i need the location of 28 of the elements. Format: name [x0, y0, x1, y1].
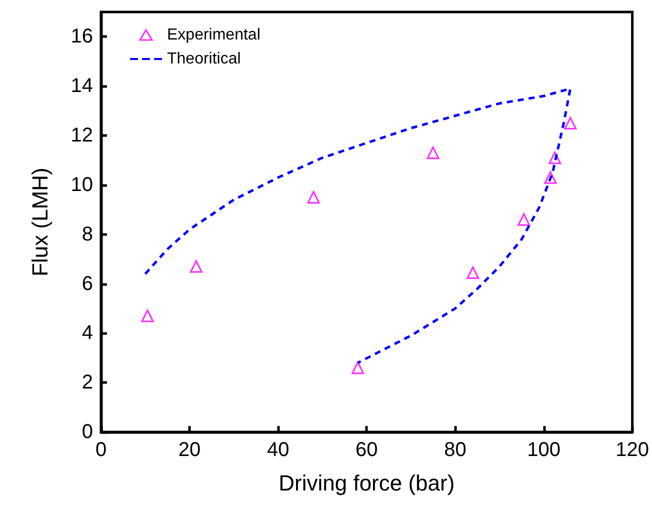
y-tick-label: 14	[70, 75, 93, 98]
y-tick-label: 10	[70, 174, 93, 196]
x-tick-label: 100	[527, 439, 560, 461]
x-tick-label: 120	[616, 439, 650, 461]
point	[352, 361, 364, 374]
y-tick-label: 6	[82, 272, 93, 295]
y-tick-label: 0	[82, 421, 93, 443]
x-tick-label: 20	[178, 439, 201, 461]
legend-label: Experimental	[167, 26, 260, 44]
point	[307, 190, 320, 204]
x-tick-label: 80	[444, 439, 466, 461]
legend-label: Theoritical	[167, 50, 241, 68]
point	[190, 260, 202, 273]
y-tick-label: 4	[82, 322, 93, 344]
y-tick-label: 12	[70, 124, 93, 147]
point	[426, 146, 440, 160]
x-tick-label: 60	[356, 439, 378, 461]
y-tick-label: 2	[82, 372, 93, 394]
point	[518, 213, 530, 226]
x-axis-title: Driving force (bar)	[278, 470, 455, 496]
y-tick-label: 8	[82, 223, 93, 246]
x-tick-label: 40	[266, 439, 290, 461]
x-tick-label: 0	[95, 439, 107, 461]
y-tick-label: 16	[70, 26, 93, 48]
y-axis-title: Flux (LMH)	[28, 168, 52, 276]
point	[141, 310, 154, 322]
point	[564, 116, 577, 130]
point	[466, 266, 480, 279]
